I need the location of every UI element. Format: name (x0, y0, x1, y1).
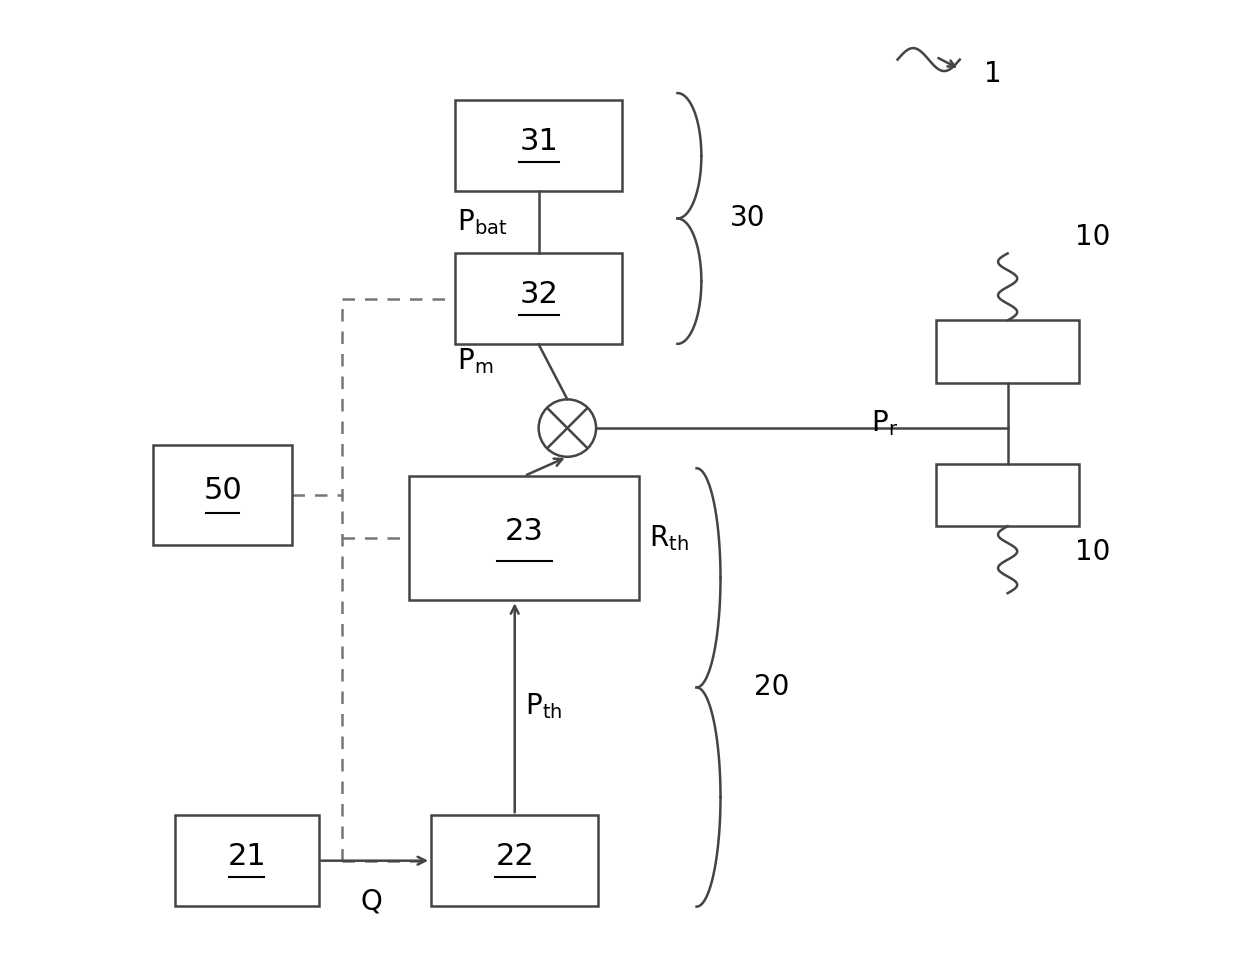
Text: 32: 32 (520, 280, 558, 309)
Bar (936, 464, 1079, 526)
Text: 50: 50 (203, 476, 242, 505)
Text: 1: 1 (983, 60, 1002, 88)
Bar (154, 445, 293, 546)
Text: 31: 31 (520, 126, 558, 155)
Bar (432, 816, 599, 906)
Text: 22: 22 (495, 842, 534, 871)
Text: P$_{\rm m}$: P$_{\rm m}$ (458, 347, 494, 376)
Text: Q: Q (361, 887, 382, 916)
Bar (455, 100, 622, 191)
Text: 30: 30 (730, 205, 765, 232)
Text: 10: 10 (1075, 222, 1110, 251)
Bar (455, 253, 622, 345)
Text: R$_{\rm th}$: R$_{\rm th}$ (649, 523, 688, 553)
Text: 10: 10 (1075, 539, 1110, 566)
Text: P$_{\rm bat}$: P$_{\rm bat}$ (458, 208, 507, 237)
Bar (936, 320, 1079, 383)
Text: 23: 23 (505, 518, 543, 547)
Text: P$_{\rm th}$: P$_{\rm th}$ (525, 691, 562, 721)
Bar (175, 816, 319, 906)
Text: P$_{\rm r}$: P$_{\rm r}$ (870, 409, 898, 438)
Text: 21: 21 (227, 842, 267, 871)
Bar (409, 476, 639, 600)
Text: 20: 20 (754, 674, 790, 701)
